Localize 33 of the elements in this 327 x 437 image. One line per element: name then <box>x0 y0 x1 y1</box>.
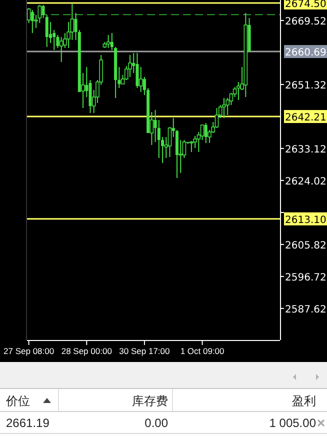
candlestick <box>56 34 60 48</box>
y-tick-label: 2669.52 <box>285 16 326 28</box>
y-tick-label: 2624.02 <box>285 176 326 188</box>
candlestick <box>128 54 132 78</box>
candlestick <box>204 122 208 144</box>
ref-line-label: 2613.10 <box>285 214 326 226</box>
text: 库存费 <box>132 394 168 408</box>
candlestick <box>226 97 230 116</box>
y-tick-label: 2633.12 <box>285 144 326 156</box>
text: 1 005.00 <box>269 416 316 430</box>
x-tick-label: 27 Sep 08:00 <box>4 346 54 356</box>
candlestick <box>193 136 197 148</box>
candlestick <box>30 9 34 34</box>
x-tick-label: 30 Sep 17:00 <box>119 346 170 356</box>
y-tick-label: 2587.62 <box>285 304 326 316</box>
x-tick-label: 1 Oct 09:00 <box>180 346 225 356</box>
candlestick <box>222 97 226 118</box>
candlestick <box>136 52 139 89</box>
text: 价位 <box>5 394 30 408</box>
x-tick-label: 28 Sep 00:00 <box>61 346 112 356</box>
ref-line-label: 2660.69 <box>285 48 326 59</box>
candlestick <box>106 34 110 48</box>
ref-line-label: 2642.21 <box>285 112 326 124</box>
y-tick-label: 2651.32 <box>285 80 326 92</box>
y-tick-label: 2596.72 <box>285 272 326 284</box>
text: 盈利 <box>292 394 316 408</box>
y-tick-label: 2605.82 <box>285 240 326 252</box>
candlestick <box>190 140 194 152</box>
candlestick <box>88 79 92 114</box>
candlestick <box>59 36 64 62</box>
text: 0.00 <box>144 416 168 430</box>
text: 2661.19 <box>6 416 50 430</box>
candlestick <box>236 81 240 100</box>
